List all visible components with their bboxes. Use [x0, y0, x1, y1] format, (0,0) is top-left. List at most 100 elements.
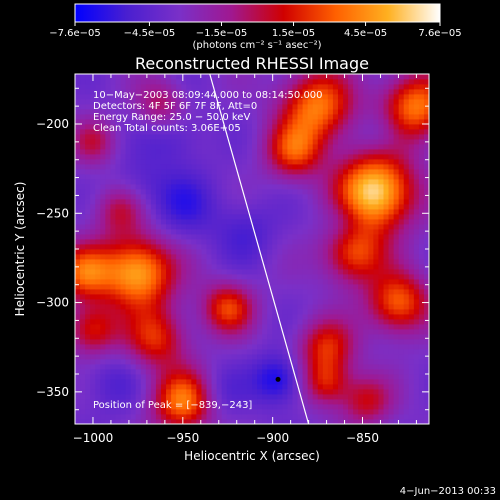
- heatmap-cell: [191, 189, 197, 195]
- heatmap-cell: [343, 119, 349, 125]
- heatmap-cell: [272, 334, 278, 340]
- heatmap-cell: [327, 84, 334, 90]
- heatmap-cell: [75, 329, 81, 335]
- heatmap-cell: [332, 79, 339, 85]
- heatmap-cell: [257, 219, 263, 225]
- heatmap-cell: [181, 84, 187, 90]
- heatmap-cell: [423, 354, 429, 360]
- heatmap-cell: [378, 294, 384, 300]
- heatmap-cell: [418, 174, 425, 180]
- heatmap-cell: [191, 114, 197, 120]
- heatmap-cell: [423, 294, 429, 300]
- heatmap-cell: [332, 279, 339, 285]
- heatmap-cell: [267, 294, 273, 300]
- heatmap-cell: [252, 414, 258, 420]
- heatmap-cell: [332, 289, 339, 295]
- heatmap-cell: [130, 274, 137, 280]
- heatmap-cell: [110, 249, 116, 255]
- heatmap-cell: [257, 399, 263, 405]
- heatmap-cell: [332, 124, 339, 130]
- heatmap-cell: [282, 224, 288, 230]
- heatmap-cell: [287, 399, 293, 405]
- heatmap-cell: [282, 109, 288, 115]
- heatmap-cell: [211, 249, 217, 255]
- heatmap-cell: [130, 124, 137, 130]
- heatmap-cell: [413, 94, 420, 100]
- heatmap-cell: [327, 74, 334, 80]
- heatmap-cell: [211, 289, 217, 295]
- heatmap-cell: [105, 244, 111, 250]
- heatmap-cell: [423, 384, 429, 390]
- heatmap-cell: [221, 414, 228, 420]
- heatmap-cell: [211, 409, 217, 415]
- heatmap-cell: [231, 199, 238, 205]
- heatmap-cell: [226, 299, 233, 305]
- heatmap-cell: [125, 124, 132, 130]
- heatmap-cell: [363, 354, 369, 360]
- heatmap-cell: [80, 224, 86, 230]
- heatmap-cell: [246, 259, 253, 265]
- heatmap-cell: [398, 409, 405, 415]
- heatmap-cell: [221, 344, 228, 350]
- heatmap-cell: [115, 159, 121, 165]
- heatmap-cell: [166, 324, 172, 330]
- heatmap-cell: [252, 124, 258, 130]
- heatmap-cell: [145, 194, 152, 200]
- heatmap-cell: [368, 289, 374, 295]
- heatmap-cell: [358, 219, 364, 225]
- heatmap-cell: [186, 164, 192, 170]
- heatmap-cell: [322, 344, 329, 350]
- heatmap-cell: [115, 409, 121, 415]
- heatmap-cell: [297, 149, 303, 155]
- heatmap-cell: [373, 274, 379, 280]
- heatmap-cell: [378, 94, 384, 100]
- heatmap-cell: [403, 179, 410, 185]
- heatmap-cell: [221, 279, 228, 285]
- heatmap-cell: [226, 154, 233, 160]
- heatmap-cell: [125, 264, 132, 270]
- heatmap-cell: [216, 259, 223, 265]
- heatmap-cell: [150, 114, 157, 120]
- heatmap-cell: [302, 294, 309, 300]
- heatmap-cell: [75, 374, 81, 380]
- heatmap-cell: [130, 149, 137, 155]
- heatmap-cell: [383, 249, 389, 255]
- heatmap-cell: [206, 299, 212, 305]
- heatmap-cell: [353, 394, 359, 400]
- heatmap-cell: [257, 89, 263, 95]
- heatmap-cell: [383, 104, 389, 110]
- heatmap-cell: [135, 109, 142, 115]
- heatmap-cell: [241, 124, 248, 130]
- heatmap-cell: [383, 224, 389, 230]
- heatmap-cell: [307, 314, 314, 320]
- heatmap-cell: [337, 374, 344, 380]
- heatmap-cell: [221, 284, 228, 290]
- heatmap-cell: [231, 314, 238, 320]
- heatmap-cell: [348, 224, 354, 230]
- heatmap-cell: [181, 189, 187, 195]
- heatmap-cell: [226, 219, 233, 225]
- heatmap-cell: [327, 279, 334, 285]
- heatmap-cell: [252, 309, 258, 315]
- heatmap-cell: [282, 79, 288, 85]
- heatmap-cell: [216, 379, 223, 385]
- heatmap-cell: [393, 94, 400, 100]
- heatmap-cell: [332, 394, 339, 400]
- heatmap-cell: [287, 279, 293, 285]
- heatmap-cell: [282, 169, 288, 175]
- heatmap-cell: [80, 324, 86, 330]
- heatmap-cell: [383, 314, 389, 320]
- heatmap-cell: [423, 194, 429, 200]
- heatmap-cell: [257, 319, 263, 325]
- heatmap-cell: [343, 184, 349, 190]
- heatmap-cell: [166, 149, 172, 155]
- heatmap-cell: [176, 229, 182, 235]
- heatmap-cell: [155, 129, 162, 135]
- heatmap-cell: [75, 244, 81, 250]
- heatmap-cell: [317, 159, 324, 165]
- heatmap-cell: [413, 154, 420, 160]
- heatmap-cell: [312, 224, 319, 230]
- heatmap-cell: [201, 349, 207, 355]
- heatmap-cell: [186, 99, 192, 105]
- heatmap-cell: [90, 334, 96, 340]
